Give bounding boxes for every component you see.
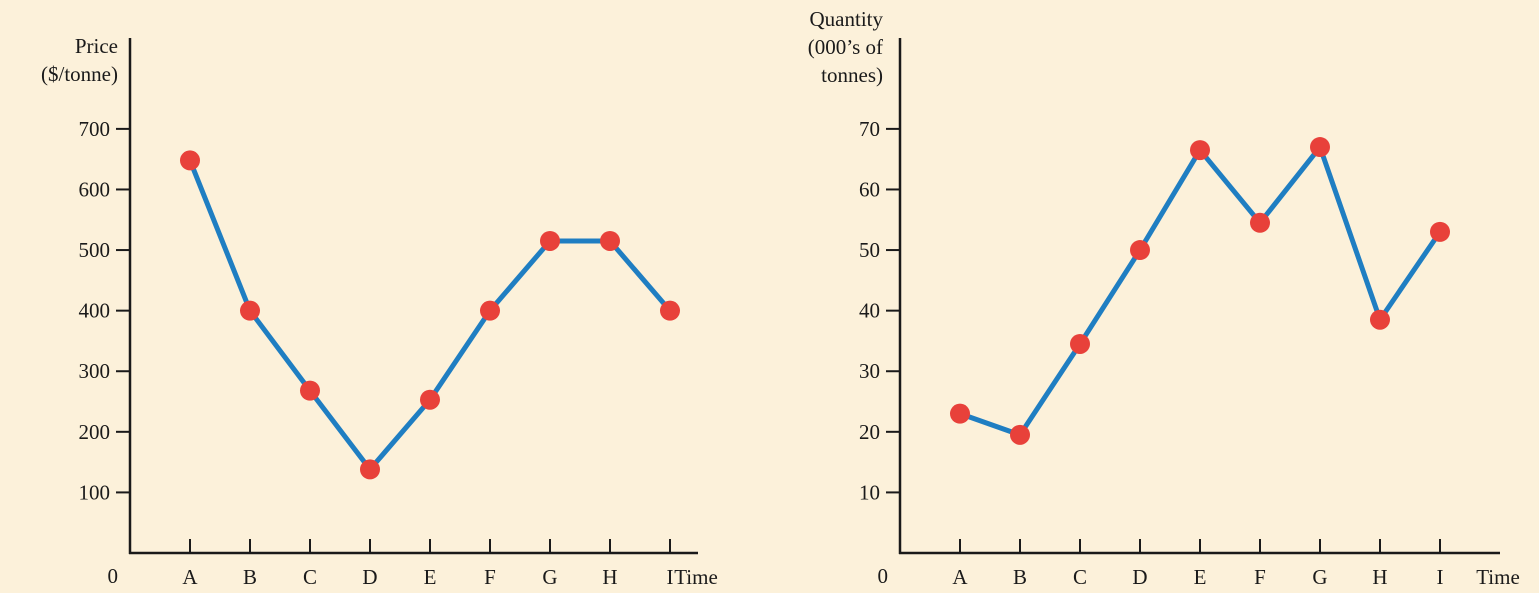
- y-tick-label: 600: [79, 177, 111, 201]
- y-tick-label: 50: [859, 238, 880, 262]
- x-tick-label: D: [362, 565, 377, 589]
- x-tick-label: B: [1013, 565, 1027, 589]
- data-point-g: [1310, 137, 1330, 158]
- y-tick-label: 10: [859, 480, 880, 504]
- x-tick-label: E: [424, 565, 437, 589]
- x-tick-label: E: [1194, 565, 1207, 589]
- x-tick-label: C: [1073, 565, 1087, 589]
- y-tick-label: 300: [79, 359, 111, 383]
- data-point-c: [1070, 333, 1090, 354]
- x-tick-label: G: [542, 565, 557, 589]
- x-tick-label: H: [602, 565, 617, 589]
- y-axis-label-line: Quantity: [810, 7, 884, 31]
- data-point-f: [1250, 212, 1270, 233]
- x-tick-label: F: [484, 565, 496, 589]
- quantity-chart: Quantity (000’s of tonnes) 10 20 30 40 50 60 70 0 A…: [808, 7, 1520, 589]
- origin-label: 0: [878, 564, 889, 588]
- data-point-h: [600, 230, 620, 251]
- y-tick-label: 40: [859, 299, 880, 323]
- y-axis-label-line: ($/tonne): [41, 62, 118, 86]
- y-tick-label: 200: [79, 420, 111, 444]
- y-tick-label: 60: [859, 177, 880, 201]
- y-tick-label: 30: [859, 359, 880, 383]
- data-point-g: [540, 230, 560, 251]
- y-tick-label: 100: [79, 480, 111, 504]
- data-point-e: [1190, 140, 1210, 161]
- x-tick-label: G: [1312, 565, 1327, 589]
- data-point-f: [480, 300, 500, 321]
- x-axis-label: Time: [674, 565, 718, 589]
- data-point-d: [1130, 240, 1150, 261]
- x-tick-label: I: [667, 565, 674, 589]
- y-axis-label-line: (000’s of: [808, 35, 883, 59]
- x-tick-label: D: [1132, 565, 1147, 589]
- price-chart: Price ($/tonne) 100 200 300 400 500 600 700 0 A B C D…: [41, 34, 718, 589]
- x-tick-label: B: [243, 565, 257, 589]
- x-tick-label: F: [1254, 565, 1266, 589]
- series-line: [187, 157, 673, 472]
- data-point-i: [660, 300, 680, 321]
- x-axis-label: Time: [1476, 565, 1520, 589]
- y-tick-label: 700: [79, 117, 111, 141]
- x-tick-label: C: [303, 565, 317, 589]
- x-tick-label: I: [1437, 565, 1444, 589]
- data-point-h: [1370, 309, 1390, 330]
- series-line: [957, 144, 1443, 438]
- x-tick-label: H: [1372, 565, 1387, 589]
- data-point-a: [180, 150, 200, 171]
- data-point-a: [950, 403, 970, 424]
- data-point-e: [420, 389, 440, 410]
- data-point-b: [1010, 424, 1030, 445]
- origin-label: 0: [108, 564, 119, 588]
- y-tick-label: 400: [79, 299, 111, 323]
- data-point-i: [1430, 221, 1450, 242]
- y-tick-label: 20: [859, 420, 880, 444]
- data-point-c: [300, 380, 320, 401]
- data-point-d: [360, 459, 380, 480]
- y-tick-label: 70: [859, 117, 880, 141]
- y-tick-label: 500: [79, 238, 111, 262]
- y-axis-label-line: Price: [75, 34, 118, 58]
- data-point-b: [240, 300, 260, 321]
- y-axis-label-line: tonnes): [821, 63, 883, 87]
- x-tick-label: A: [952, 565, 968, 589]
- x-tick-label: A: [182, 565, 198, 589]
